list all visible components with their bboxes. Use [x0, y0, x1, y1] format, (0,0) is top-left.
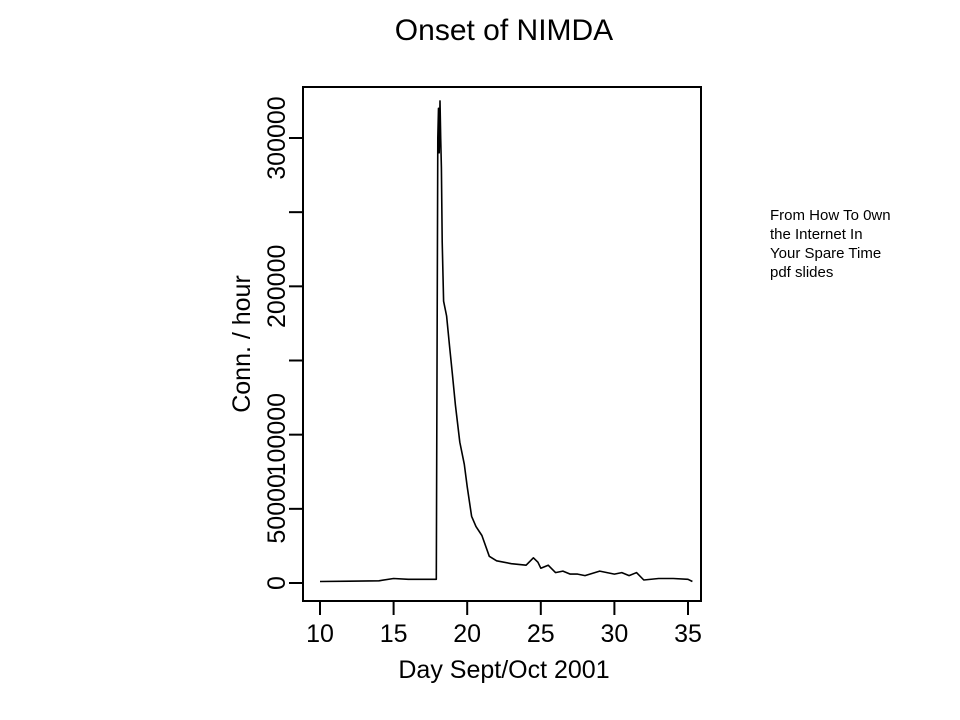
series-line [319, 100, 693, 583]
y-tick-label: 0 [263, 576, 291, 590]
chart-title: Onset of NIMDA [395, 14, 613, 47]
source-note-line: pdf slides [770, 264, 834, 281]
x-axis: 10 15 20 25 30 35 [306, 600, 702, 648]
source-note-line: Your Spare Time [770, 245, 882, 262]
source-note: From How To 0wn the Internet In Your Spa… [770, 206, 945, 282]
x-tick-label: 35 [674, 620, 702, 648]
y-axis-label: Conn. / hour [228, 275, 256, 413]
x-tick-label: 15 [380, 620, 408, 648]
x-axis-label: Day Sept/Oct 2001 [398, 656, 609, 684]
x-tick-label: 30 [600, 620, 628, 648]
y-tick-label: 200000 [263, 245, 291, 328]
source-note-line: the Internet In [770, 226, 863, 243]
series-layer [319, 100, 693, 583]
y-tick-label: 300000 [263, 96, 291, 179]
x-tick-label: 25 [527, 620, 555, 648]
y-tick-label: 50000 [263, 474, 291, 544]
plot-frame [302, 86, 702, 602]
y-tick-label: 100000 [263, 393, 291, 476]
source-note-line: From How To 0wn [770, 207, 891, 224]
x-tick-label: 10 [306, 620, 334, 648]
x-tick-label: 20 [453, 620, 481, 648]
